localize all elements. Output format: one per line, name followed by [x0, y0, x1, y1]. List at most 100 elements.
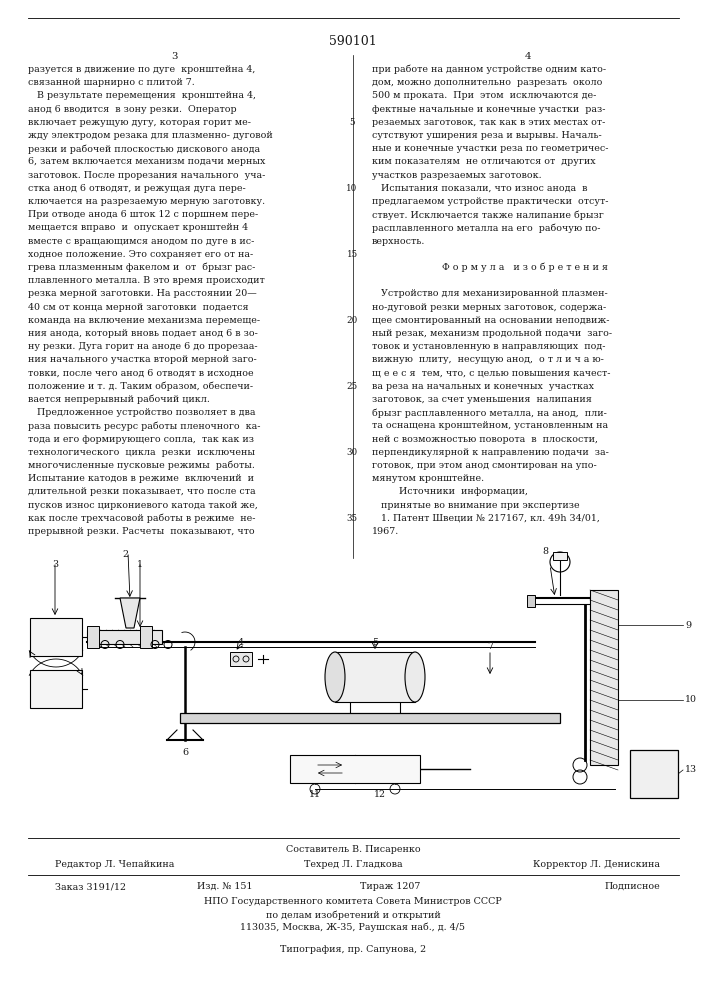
Text: щее смонтированный на основании неподвиж-: щее смонтированный на основании неподвиж…	[372, 316, 609, 325]
Text: Источники  информации,: Источники информации,	[372, 487, 528, 496]
Text: 9: 9	[685, 620, 691, 630]
Bar	[527, 595, 535, 607]
Text: резка мерной заготовки. На расстоянии 20—: резка мерной заготовки. На расстоянии 20…	[28, 289, 257, 298]
Text: Редактор Л. Чепайкина: Редактор Л. Чепайкина	[55, 860, 175, 869]
Text: Предложенное устройство позволяет в два: Предложенное устройство позволяет в два	[28, 408, 255, 417]
Text: брызг расплавленного металла, на анод,  пли-: брызг расплавленного металла, на анод, п…	[372, 408, 607, 418]
Text: вижную  плиту,  несущую анод,  о т л и ч а ю-: вижную плиту, несущую анод, о т л и ч а …	[372, 355, 604, 364]
Text: 113035, Москва, Ж-35, Раушская наб., д. 4/5: 113035, Москва, Ж-35, Раушская наб., д. …	[240, 923, 465, 932]
Text: Испытание катодов в режиме  включений  и: Испытание катодов в режиме включений и	[28, 474, 254, 483]
Text: 25: 25	[346, 382, 358, 391]
Bar	[140, 626, 152, 648]
Text: грева плазменным факелом и  от  брызг рас-: грева плазменным факелом и от брызг рас-	[28, 263, 255, 272]
Text: ные и конечные участки реза по геометричес-: ные и конечные участки реза по геометрич…	[372, 144, 609, 153]
Text: раза повысить ресурс работы пленочного  ка-: раза повысить ресурс работы пленочного к…	[28, 421, 260, 431]
Text: 35: 35	[346, 514, 358, 523]
Text: верхность.: верхность.	[372, 237, 426, 246]
Text: 1: 1	[137, 560, 143, 569]
Text: Техред Л. Гладкова: Техред Л. Гладкова	[304, 860, 402, 869]
Text: многочисленные пусковые режимы  работы.: многочисленные пусковые режимы работы.	[28, 461, 255, 471]
Text: по делам изобретений и открытий: по делам изобретений и открытий	[266, 910, 440, 920]
Text: 11: 11	[309, 790, 321, 799]
Text: резки и рабочей плоскостью дискового анода: резки и рабочей плоскостью дискового ано…	[28, 144, 260, 154]
Text: прерывной резки. Расчеты  показывают, что: прерывной резки. Расчеты показывают, что	[28, 527, 255, 536]
Text: связанной шарнирно с плитой 7.: связанной шарнирно с плитой 7.	[28, 78, 194, 87]
Bar	[180, 713, 560, 723]
Text: 3: 3	[172, 52, 178, 61]
Text: Заказ 3191/12: Заказ 3191/12	[55, 882, 126, 891]
Text: Подписное: Подписное	[604, 882, 660, 891]
Text: тода и его формирующего сопла,  так как из: тода и его формирующего сопла, так как и…	[28, 435, 254, 444]
Text: 5: 5	[372, 638, 378, 647]
Ellipse shape	[405, 652, 425, 702]
Text: длительной резки показывает, что после ста: длительной резки показывает, что после с…	[28, 487, 256, 496]
Text: стка анод 6 отводят, и режущая дуга пере-: стка анод 6 отводят, и режущая дуга пере…	[28, 184, 246, 193]
Text: Ф о р м у л а   и з о б р е т е н и я: Ф о р м у л а и з о б р е т е н и я	[442, 263, 608, 272]
Text: предлагаемом устройстве практически  отсут-: предлагаемом устройстве практически отсу…	[372, 197, 609, 206]
Text: технологического  цикла  резки  исключены: технологического цикла резки исключены	[28, 448, 255, 457]
Text: Испытания показали, что износ анода  в: Испытания показали, что износ анода в	[372, 184, 588, 193]
Text: 30: 30	[346, 448, 358, 457]
Text: вместе с вращающимся анодом по дуге в ис-: вместе с вращающимся анодом по дуге в ис…	[28, 237, 255, 246]
Text: 6, затем включается механизм подачи мерных: 6, затем включается механизм подачи мерн…	[28, 157, 265, 166]
Text: Тираж 1207: Тираж 1207	[360, 882, 420, 891]
Text: ней с возможностью поворота  в  плоскости,: ней с возможностью поворота в плоскости,	[372, 435, 598, 444]
Bar	[87, 630, 162, 644]
Text: В результате перемещения  кронштейна 4,: В результате перемещения кронштейна 4,	[28, 91, 256, 100]
Bar	[30, 618, 82, 656]
Text: 1. Патент Швеции № 217167, кл. 49h 34/01,: 1. Патент Швеции № 217167, кл. 49h 34/01…	[372, 514, 600, 523]
Text: 40 см от конца мерной заготовки  подается: 40 см от конца мерной заготовки подается	[28, 303, 249, 312]
Text: 6: 6	[182, 748, 188, 757]
Text: принятые во внимание при экспертизе: принятые во внимание при экспертизе	[372, 501, 580, 510]
Bar	[553, 552, 567, 560]
Text: заготовок, за счет уменьшения  налипания: заготовок, за счет уменьшения налипания	[372, 395, 592, 404]
Text: 12: 12	[374, 790, 386, 799]
Text: 13: 13	[685, 766, 697, 774]
Text: ствует. Исключается также налипание брызг: ствует. Исключается также налипание брыз…	[372, 210, 604, 220]
Text: но-дуговой резки мерных заготовок, содержа-: но-дуговой резки мерных заготовок, содер…	[372, 303, 606, 312]
Text: 590101: 590101	[329, 35, 377, 48]
Text: Корректор Л. Денискина: Корректор Л. Денискина	[533, 860, 660, 869]
Bar	[630, 750, 678, 798]
Text: 3: 3	[52, 560, 58, 569]
Text: товки, после чего анод 6 отводят в исходное: товки, после чего анод 6 отводят в исход…	[28, 369, 254, 378]
Text: резаемых заготовок, так как в этих местах от-: резаемых заготовок, так как в этих места…	[372, 118, 605, 127]
Text: НПО Государственного комитета Совета Министров СССР: НПО Государственного комитета Совета Мин…	[204, 897, 502, 906]
Text: перпендикулярной к направлению подачи  за-: перпендикулярной к направлению подачи за…	[372, 448, 609, 457]
Text: Составитель В. Писаренко: Составитель В. Писаренко	[286, 845, 421, 854]
Bar	[335, 652, 415, 702]
Text: разуется в движение по дуге  кронштейна 4,: разуется в движение по дуге кронштейна 4…	[28, 65, 255, 74]
Text: 2: 2	[122, 550, 128, 559]
Text: 500 м проката.  При  этом  исключаются де-: 500 м проката. При этом исключаются де-	[372, 91, 597, 100]
Text: 7: 7	[487, 642, 493, 651]
Text: 20: 20	[346, 316, 358, 325]
Text: Типография, пр. Сапунова, 2: Типография, пр. Сапунова, 2	[280, 945, 426, 954]
Text: сутствуют уширения реза и вырывы. Началь-: сутствуют уширения реза и вырывы. Началь…	[372, 131, 602, 140]
Text: 10: 10	[346, 184, 358, 193]
Text: плавленного металла. В это время происходит: плавленного металла. В это время происхо…	[28, 276, 264, 285]
Text: ким показателям  не отличаются от  других: ким показателям не отличаются от других	[372, 157, 595, 166]
Text: ния начального участка второй мерной заго-: ния начального участка второй мерной заг…	[28, 355, 257, 364]
Text: 5: 5	[349, 118, 355, 127]
Ellipse shape	[325, 652, 345, 702]
Text: как после трехчасовой работы в режиме  не-: как после трехчасовой работы в режиме не…	[28, 514, 255, 523]
Text: Изд. № 151: Изд. № 151	[197, 882, 252, 891]
Text: включает режущую дугу, которая горит ме-: включает режущую дугу, которая горит ме-	[28, 118, 251, 127]
Bar	[590, 590, 618, 765]
Bar	[230, 652, 252, 666]
Text: команда на включение механизма перемеще-: команда на включение механизма перемеще-	[28, 316, 260, 325]
Text: 10: 10	[685, 696, 697, 704]
Text: щ е е с я  тем, что, с целью повышения качест-: щ е е с я тем, что, с целью повышения ка…	[372, 369, 611, 378]
Text: Устройство для механизированной плазмен-: Устройство для механизированной плазмен-	[372, 289, 608, 298]
Text: 1967.: 1967.	[372, 527, 399, 536]
Text: ходное положение. Это сохраняет его от на-: ходное положение. Это сохраняет его от н…	[28, 250, 253, 259]
Text: ный резак, механизм продольной подачи  заго-: ный резак, механизм продольной подачи за…	[372, 329, 612, 338]
Text: товок и установленную в направляющих  под-: товок и установленную в направляющих под…	[372, 342, 605, 351]
Polygon shape	[120, 598, 140, 628]
Bar	[87, 626, 99, 648]
Text: вается непрерывный рабочий цикл.: вается непрерывный рабочий цикл.	[28, 395, 210, 404]
Text: анод 6 вводится  в зону резки.  Оператор: анод 6 вводится в зону резки. Оператор	[28, 105, 237, 114]
Text: расплавленного металла на его  рабочую по-: расплавленного металла на его рабочую по…	[372, 223, 600, 233]
Text: дом, можно дополнительно  разрезать  около: дом, можно дополнительно разрезать около	[372, 78, 602, 87]
Text: ва реза на начальных и конечных  участках: ва реза на начальных и конечных участках	[372, 382, 594, 391]
